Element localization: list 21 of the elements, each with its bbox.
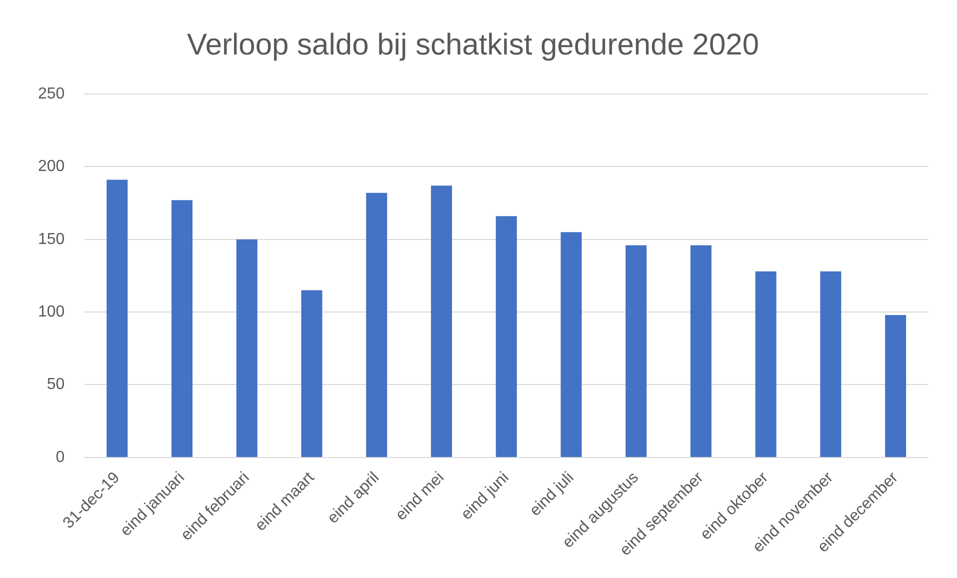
bar <box>366 192 388 457</box>
bar <box>690 245 712 457</box>
bar <box>820 271 842 457</box>
bar <box>626 245 647 457</box>
y-tick-label: 200 <box>38 158 65 176</box>
bar <box>885 314 906 457</box>
y-tick-label: 0 <box>56 448 65 466</box>
y-tick-label: 50 <box>46 376 65 394</box>
bar <box>496 216 517 457</box>
bar <box>301 290 322 457</box>
y-tick-label: 100 <box>38 303 65 320</box>
x-tick-label: eind juli <box>526 469 578 520</box>
bar <box>106 180 128 457</box>
y-tick-label: 150 <box>38 230 65 248</box>
bar <box>430 186 452 457</box>
y-tick-label: 250 <box>38 85 65 102</box>
bar <box>171 200 193 457</box>
bar <box>236 239 258 457</box>
chart-title: Verloop saldo bij schatkist gedurende 2020 <box>186 28 760 62</box>
bar <box>560 232 582 457</box>
bar <box>755 271 776 457</box>
